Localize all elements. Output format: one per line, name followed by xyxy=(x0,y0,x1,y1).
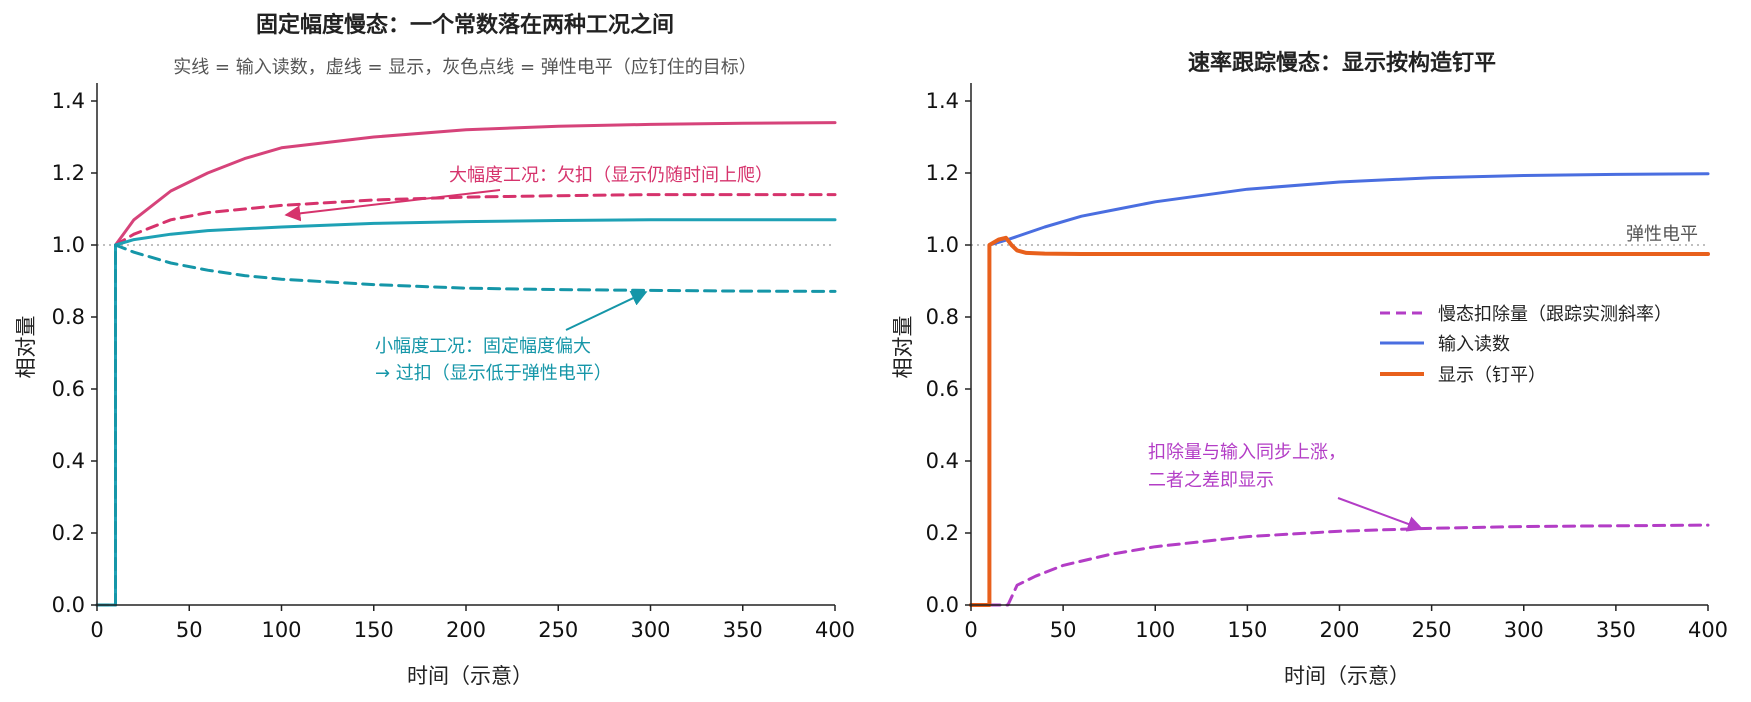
y-tick-label: 1.4 xyxy=(926,89,959,113)
x-tick-label: 200 xyxy=(446,618,486,642)
annotation-arrow-large xyxy=(284,189,501,222)
annotation-large-amplitude: 大幅度工况：欠扣（显示仍随时间上爬） xyxy=(449,165,773,186)
y-axis-label: 相对量 xyxy=(891,316,915,379)
x-tick-label: 150 xyxy=(354,618,394,642)
annotation-deduction-line2: 二者之差即显示 xyxy=(1148,470,1274,491)
y-tick-label: 0.8 xyxy=(52,305,85,329)
x-tick-label: 300 xyxy=(630,618,670,642)
x-tick-label: 400 xyxy=(1688,618,1728,642)
y-tick-label: 0.0 xyxy=(52,593,85,617)
x-tick-label: 0 xyxy=(964,618,977,642)
x-tick-label: 50 xyxy=(176,618,203,642)
x-tick-label: 50 xyxy=(1050,618,1077,642)
legend-label-input: 输入读数 xyxy=(1438,334,1510,355)
x-tick-label: 0 xyxy=(90,618,103,642)
series-line-0 xyxy=(95,121,837,607)
y-tick-label: 0.6 xyxy=(926,377,959,401)
series-line-1 xyxy=(95,193,837,607)
x-tick-label: 350 xyxy=(1596,618,1636,642)
x-tick-label: 300 xyxy=(1504,618,1544,642)
y-tick-label: 0.6 xyxy=(52,377,85,401)
chart-subtitle: 实线 = 输入读数，虚线 = 显示，灰色点线 = 弹性电平（应钉住的目标） xyxy=(173,57,757,78)
legend: 慢态扣除量（跟踪实测斜率） 输入读数 显示（钉平） xyxy=(1380,304,1672,386)
x-axis-label: 时间（示意） xyxy=(1284,664,1410,688)
chart-title: 速率跟踪慢态：显示按构造钉平 xyxy=(1188,50,1496,76)
chart-title: 固定幅度慢态：一个常数落在两种工况之间 xyxy=(256,12,674,38)
x-tick-label: 400 xyxy=(815,618,855,642)
y-tick-label: 0.2 xyxy=(926,521,959,545)
x-tick-label: 350 xyxy=(723,618,763,642)
x-tick-label: 150 xyxy=(1227,618,1267,642)
legend-label-display: 显示（钉平） xyxy=(1438,365,1546,386)
series-line-2 xyxy=(969,235,1710,607)
y-tick-label: 1.2 xyxy=(926,161,959,185)
series-line-0 xyxy=(969,523,1710,607)
series-line-2 xyxy=(95,218,837,607)
legend-label-deduction: 慢态扣除量（跟踪实测斜率） xyxy=(1438,304,1672,325)
series-line-3 xyxy=(95,243,837,607)
annotation-small-amplitude-line1: 小幅度工况：固定幅度偏大 xyxy=(375,336,591,357)
annotation-arrow-small xyxy=(565,290,648,331)
y-tick-label: 0.2 xyxy=(52,521,85,545)
y-tick-label: 0.4 xyxy=(52,449,85,473)
y-axis-label: 相对量 xyxy=(14,316,38,379)
y-tick-label: 1.0 xyxy=(926,233,959,257)
y-tick-label: 0.0 xyxy=(926,593,959,617)
x-axis-label: 时间（示意） xyxy=(407,664,533,688)
annotation-deduction-line1: 扣除量与输入同步上涨， xyxy=(1148,442,1346,463)
y-tick-label: 0.4 xyxy=(926,449,959,473)
x-tick-label: 100 xyxy=(1135,618,1175,642)
x-tick-label: 250 xyxy=(538,618,578,642)
annotation-small-amplitude-line2: → 过扣（显示低于弹性电平） xyxy=(375,363,612,384)
x-tick-label: 200 xyxy=(1319,618,1359,642)
y-tick-label: 1.4 xyxy=(52,89,85,113)
reference-line-label: 弹性电平 xyxy=(1626,224,1698,245)
rate-tracking-chart: 速率跟踪慢态：显示按构造钉平 0 50 100 150 200 250 300 350 400 0… xyxy=(891,50,1728,688)
fixed-offset-chart: 固定幅度慢态：一个常数落在两种工况之间 实线 = 输入读数，虚线 = 显示，灰色… xyxy=(14,12,855,688)
x-tick-label: 250 xyxy=(1412,618,1452,642)
annotation-arrow-deduction xyxy=(1337,497,1424,532)
y-tick-label: 0.8 xyxy=(926,305,959,329)
y-tick-label: 1.2 xyxy=(52,161,85,185)
series-line-1 xyxy=(987,172,1710,247)
y-tick-label: 1.0 xyxy=(52,233,85,257)
x-tick-label: 100 xyxy=(261,618,301,642)
